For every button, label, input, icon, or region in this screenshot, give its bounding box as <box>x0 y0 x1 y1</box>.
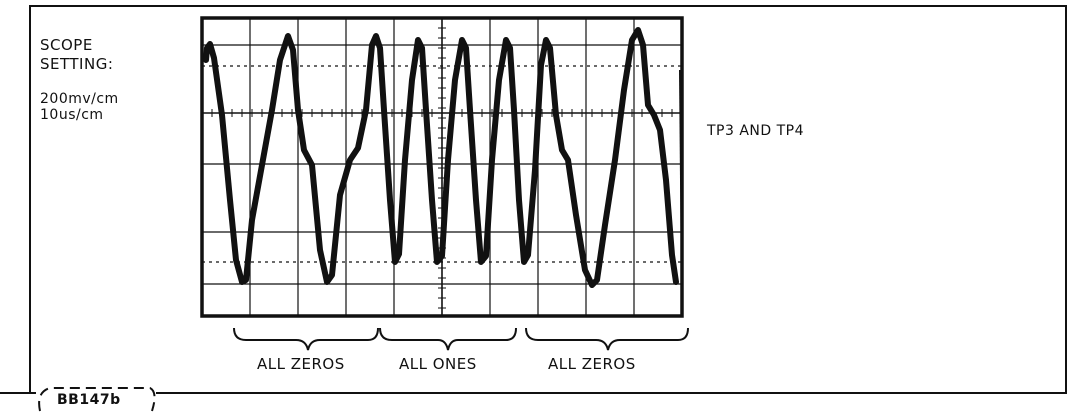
trace-end-spike <box>679 69 683 291</box>
figure-border <box>29 5 1067 394</box>
time-per-div: 10us/cm <box>40 107 104 123</box>
test-points-label: TP3 AND TP4 <box>707 123 805 139</box>
region-label-all-zeros-left: ALL ZEROS <box>257 355 345 373</box>
scope-setting-values: 200mv/cm 10us/cm <box>40 91 119 123</box>
brace-all-ones <box>379 327 517 351</box>
scope-setting-heading: SCOPE SETTING: <box>40 36 113 74</box>
region-label-all-ones: ALL ONES <box>399 355 477 373</box>
scope-heading-line2: SETTING: <box>40 55 114 73</box>
brace-all-zeros-left <box>233 327 379 351</box>
volts-per-div: 200mv/cm <box>40 91 119 107</box>
scope-heading-line1: SCOPE <box>40 36 93 54</box>
region-label-all-zeros-right: ALL ZEROS <box>548 355 636 373</box>
figure-id: BB147b <box>57 392 121 408</box>
brace-all-zeros-right <box>525 327 689 351</box>
scope-waveform-trace <box>203 27 679 288</box>
